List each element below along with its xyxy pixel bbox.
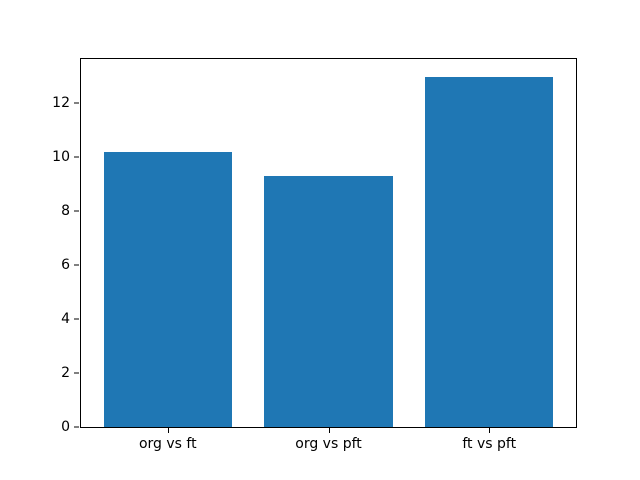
- x-tick-mark: [489, 428, 491, 433]
- y-tick-mark: [74, 102, 79, 104]
- plot-area: org vs ft org vs pft ft vs pft 0 2 4 6 8 10 12: [52, 58, 577, 452]
- y-tick-mark: [74, 372, 79, 374]
- y-tick-label: 6: [61, 257, 70, 274]
- y-tick-label: 8: [61, 203, 70, 220]
- y-tick-mark: [74, 426, 79, 428]
- y-tick-mark: [74, 156, 79, 158]
- x-tick-label: org vs pft: [295, 436, 362, 452]
- y-tick-mark: [74, 264, 79, 266]
- x-tick-label: ft vs pft: [462, 436, 517, 452]
- bar-ft-vs-pft: [424, 76, 554, 427]
- y-tick-label: 0: [61, 419, 70, 435]
- y-tick-label: 2: [61, 365, 70, 382]
- y-tick-label: 10: [52, 149, 70, 166]
- y-tick-label: 12: [52, 95, 70, 112]
- y-tick-mark: [74, 318, 79, 320]
- bar-org-vs-pft: [264, 176, 393, 427]
- y-tick-label: 4: [61, 311, 70, 328]
- bar-org-vs-ft: [103, 152, 233, 427]
- x-tick-mark: [328, 428, 330, 433]
- x-tick-mark: [167, 428, 169, 433]
- x-tick-label: org vs ft: [138, 436, 197, 452]
- y-tick-mark: [74, 210, 79, 212]
